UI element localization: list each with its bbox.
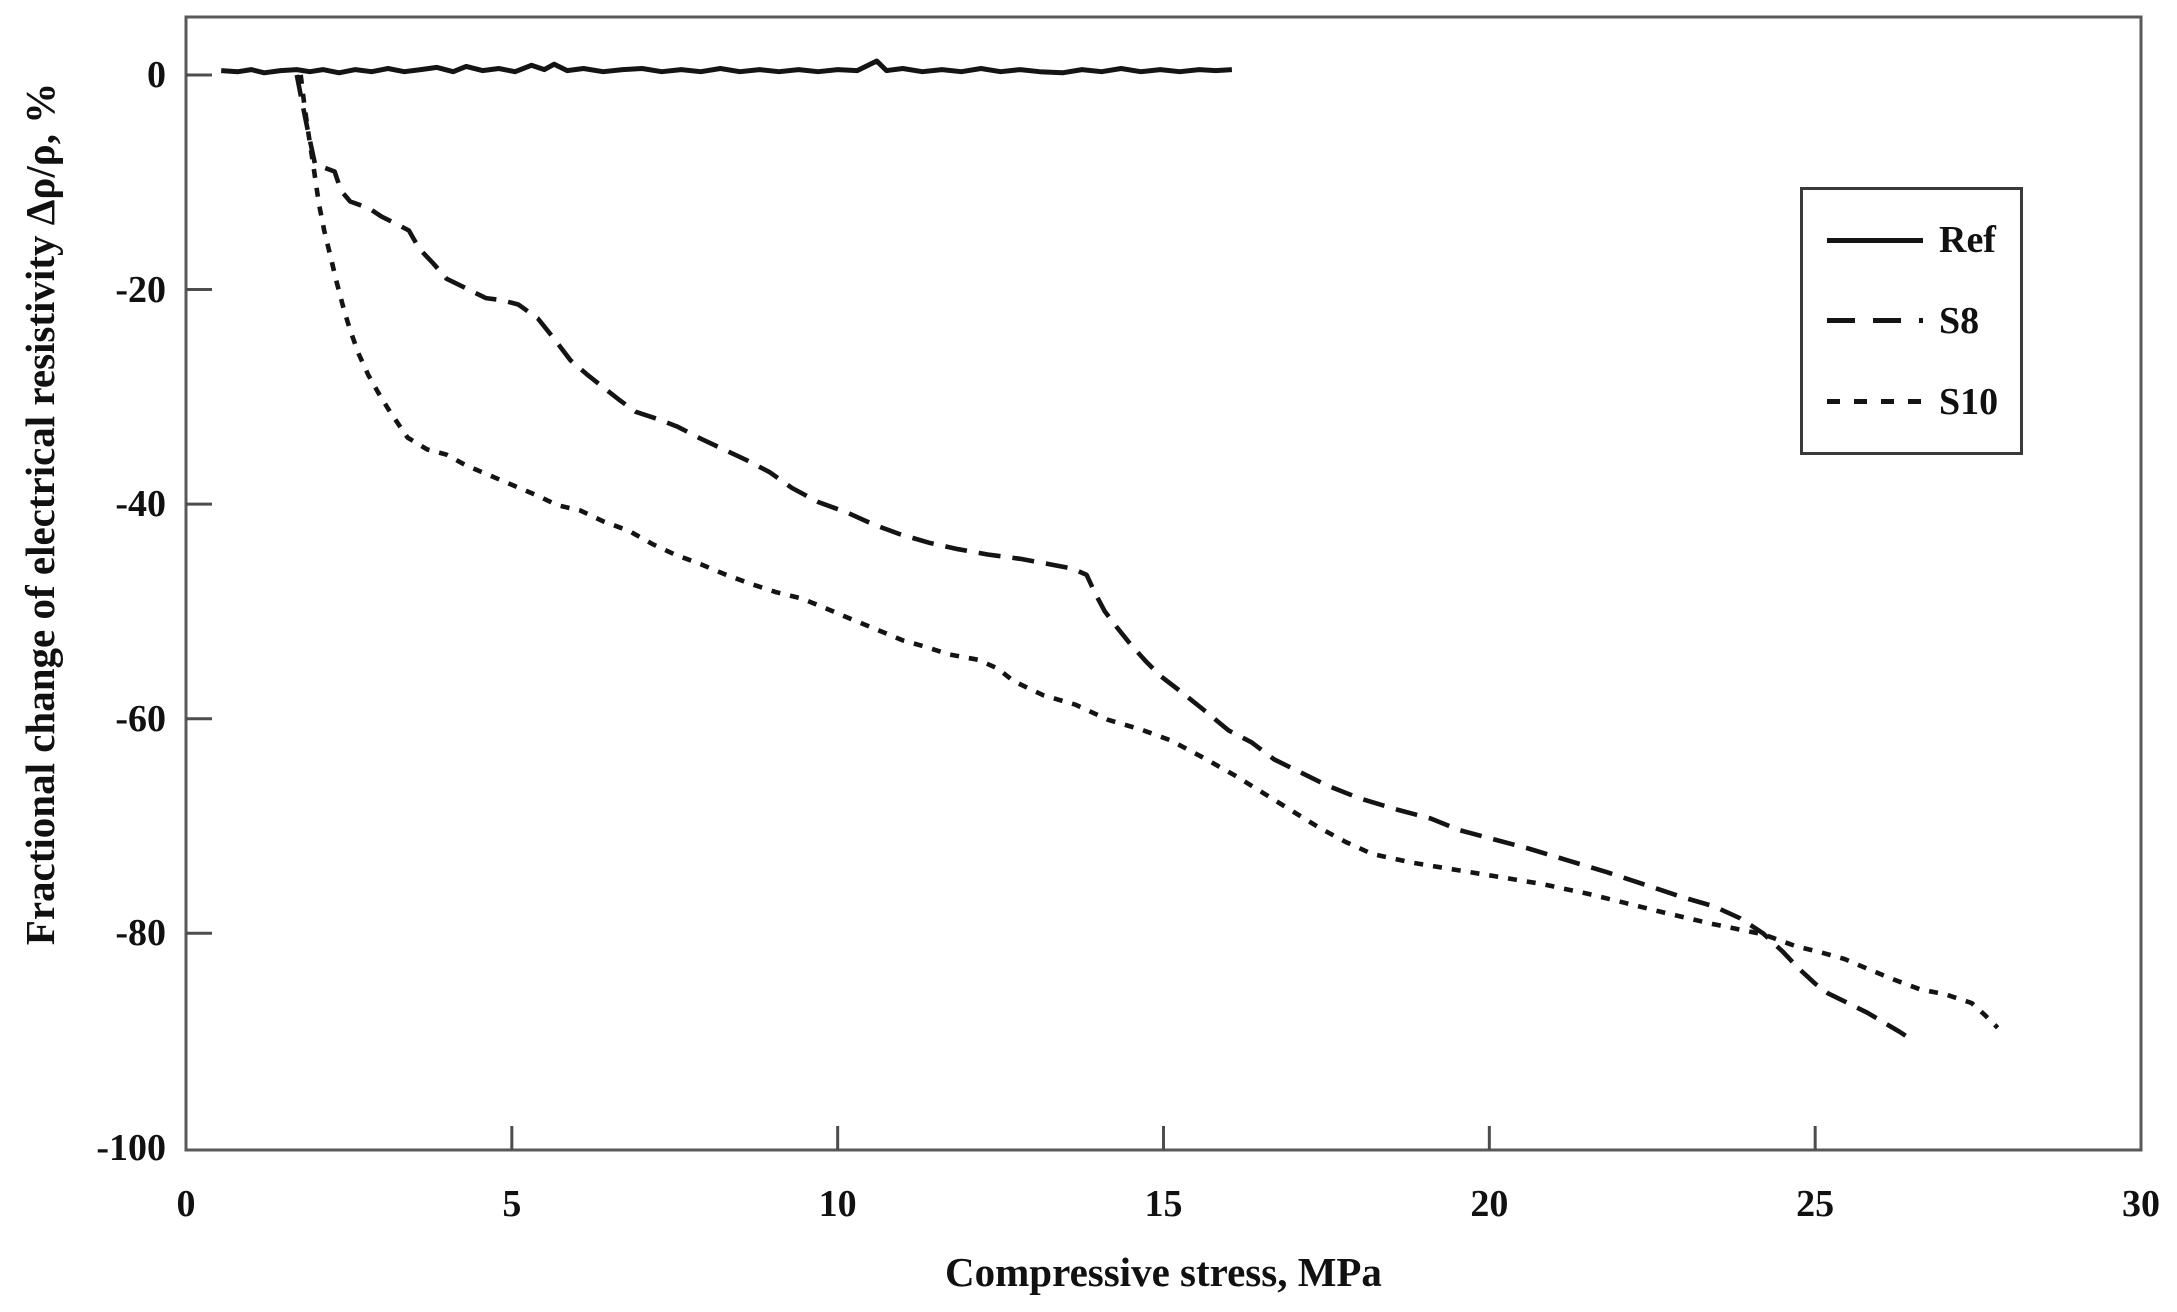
x-tick-label: 10 <box>818 1183 857 1225</box>
x-tick-label: 20 <box>1470 1183 1509 1225</box>
x-tick-label: 5 <box>502 1183 522 1225</box>
legend-item-s8: S8 <box>1827 302 2020 340</box>
x-tick-label: 0 <box>176 1183 196 1225</box>
legend-item-ref: Ref <box>1827 221 2020 259</box>
y-axis-title: Fractional change of electrical resistiv… <box>17 82 63 946</box>
x-tick-label: 30 <box>2122 1183 2160 1225</box>
y-tick-label: -60 <box>115 697 166 740</box>
x-tick-label: 15 <box>1144 1183 1183 1225</box>
long-dash-line-swatch <box>1827 318 1923 324</box>
y-tick-label: -80 <box>115 912 166 955</box>
legend-item-s10: S10 <box>1827 383 2020 421</box>
y-tick-label: 0 <box>147 53 166 96</box>
legend: Ref S8 S10 <box>1800 187 2023 455</box>
series-s8-line <box>294 74 1915 1043</box>
x-axis-title: Compressive stress, MPa <box>945 1249 1382 1295</box>
series-s10-line <box>298 74 2000 1030</box>
legend-label: Ref <box>1939 219 1996 262</box>
x-tick-label: 25 <box>1796 1183 1835 1225</box>
solid-line-swatch <box>1827 237 1923 243</box>
short-dash-line-swatch <box>1827 399 1923 405</box>
y-tick-label: -40 <box>115 483 166 526</box>
y-tick-label: -100 <box>96 1126 166 1169</box>
y-tick-label: -20 <box>115 268 166 311</box>
legend-label: S8 <box>1939 299 1980 342</box>
series-ref-line <box>221 58 1233 76</box>
legend-label: S10 <box>1939 380 1999 423</box>
